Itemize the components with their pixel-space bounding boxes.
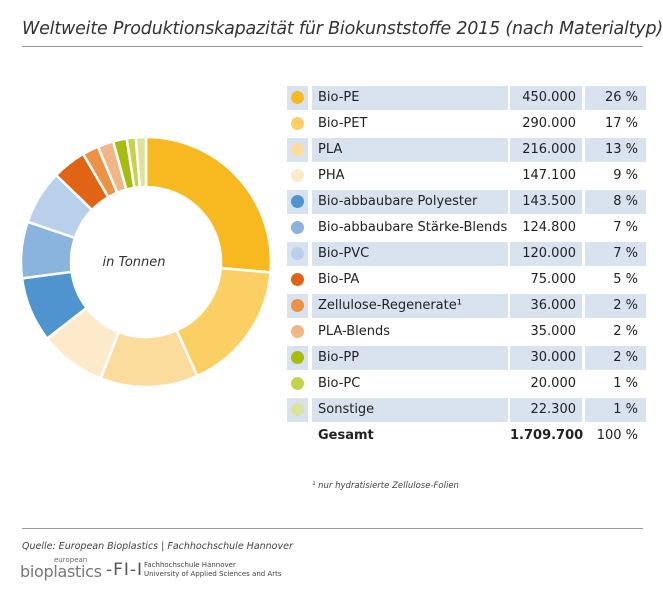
- total-row: Gesamt 1.709.700 100 %: [287, 424, 646, 450]
- legend-value: 22.300: [510, 398, 582, 422]
- legend-value: 75.000: [530, 272, 577, 287]
- legend-swatch-cell: [287, 86, 308, 110]
- legend-swatch-cell: [287, 346, 308, 370]
- legend-percent: 26 %: [585, 86, 646, 110]
- source-note: Quelle: European Bioplastics | Fachhochs…: [22, 541, 293, 552]
- logo-fh-line2: University of Applied Sciences and Arts: [144, 570, 282, 578]
- legend-value: 147.100: [522, 168, 576, 183]
- total-label: Gesamt: [318, 428, 374, 443]
- legend-swatch-cell: [287, 112, 308, 136]
- legend-value: 216.000: [510, 138, 582, 162]
- legend-value: 450.000: [510, 86, 582, 110]
- total-percent: 100 %: [596, 428, 638, 443]
- legend-percent: 1 %: [585, 398, 646, 422]
- legend-swatch: [291, 351, 304, 364]
- european-bioplastics-logo: european bioplastics: [20, 556, 102, 581]
- center-label: in Tonnen: [103, 255, 166, 270]
- legend-label: Sonstige: [312, 398, 508, 422]
- legend-label: PLA-Blends: [318, 324, 391, 339]
- total-value: 1.709.700: [510, 428, 584, 443]
- legend-row: PHA 147.100 9 %: [287, 164, 646, 190]
- footer-divider: [22, 528, 643, 529]
- legend-row: Zellulose-Regenerate¹ 36.000 2 %: [287, 294, 646, 320]
- legend-row: PLA-Blends 35.000 2 %: [287, 320, 646, 346]
- legend-swatch: [291, 299, 304, 312]
- legend-percent: 2 %: [585, 346, 646, 370]
- legend-swatch: [291, 169, 304, 182]
- logo-eb-big: bioplastics: [20, 562, 102, 581]
- logo-fh-mark: -FI-I: [106, 560, 144, 580]
- legend-value: 124.800: [522, 220, 576, 235]
- donut-slice: [144, 135, 273, 274]
- legend-swatch: [291, 403, 304, 416]
- legend-swatch-cell: [287, 138, 308, 162]
- legend-percent: 1 %: [613, 376, 638, 391]
- legend-label: Bio-PA: [318, 272, 360, 287]
- legend-label: Bio-PP: [312, 346, 508, 370]
- donut-slices: [19, 135, 273, 389]
- legend-swatch-cell: [287, 320, 308, 344]
- legend-percent: 2 %: [585, 294, 646, 318]
- legend-percent: 7 %: [585, 242, 646, 266]
- legend-value: 120.000: [510, 242, 582, 266]
- legend-swatch-cell: [287, 242, 308, 266]
- legend-swatch: [291, 221, 304, 234]
- title-divider: [22, 46, 643, 47]
- legend-value: 20.000: [530, 376, 577, 391]
- donut-chart: in Tonnen: [19, 135, 273, 389]
- legend-swatch: [291, 195, 304, 208]
- legend-row: Bio-PET 290.000 17 %: [287, 112, 646, 138]
- legend-percent: 7 %: [613, 220, 638, 235]
- legend-value: 30.000: [510, 346, 582, 370]
- chart-title: Weltweite Produktionskapazität für Bioku…: [22, 19, 663, 39]
- legend-label: Bio-PC: [318, 376, 361, 391]
- footnote: ¹ nur hydratisierte Zellulose-Folien: [312, 481, 459, 491]
- legend-row: Bio-abbaubare Stärke-Blends 124.800 7 %: [287, 216, 646, 242]
- legend-table: Bio-PE 450.000 26 % Bio-PET 290.000 17 % PLA 21…: [287, 86, 646, 450]
- legend-row: Bio-PA 75.000 5 %: [287, 268, 646, 294]
- legend-row: Bio-PVC 120.000 7 %: [287, 242, 646, 268]
- legend-label: Bio-PVC: [312, 242, 508, 266]
- legend-row: Sonstige 22.300 1 %: [287, 398, 646, 424]
- legend-row: Bio-PC 20.000 1 %: [287, 372, 646, 398]
- legend-value: 290.000: [522, 116, 576, 131]
- legend-percent: 2 %: [613, 324, 638, 339]
- legend-value: 143.500: [510, 190, 582, 214]
- legend-row: PLA 216.000 13 %: [287, 138, 646, 164]
- logo-eb-small: european: [54, 556, 88, 564]
- legend-swatch: [291, 247, 304, 260]
- legend-swatch-cell: [287, 398, 308, 422]
- legend-label: PHA: [318, 168, 345, 183]
- legend-swatch-cell: [287, 216, 308, 240]
- legend-label: Zellulose-Regenerate¹: [312, 294, 508, 318]
- legend-swatch: [291, 273, 304, 286]
- donut-slice: [134, 135, 148, 189]
- legend-label: Bio-PE: [312, 86, 508, 110]
- legend-percent: 13 %: [585, 138, 646, 162]
- legend-swatch-cell: [287, 268, 308, 292]
- legend-label: Bio-PET: [318, 116, 368, 131]
- legend-label: Bio-abbaubare Stärke-Blends: [318, 220, 508, 235]
- legend-percent: 17 %: [604, 116, 638, 131]
- legend-swatch-cell: [287, 164, 308, 188]
- legend-swatch: [291, 143, 304, 156]
- legend-percent: 5 %: [613, 272, 638, 287]
- legend-swatch-cell: [287, 294, 308, 318]
- logo-fh-line1: Fachhochschule Hannover: [144, 561, 236, 569]
- legend-swatch: [291, 325, 304, 338]
- legend-percent: 8 %: [585, 190, 646, 214]
- legend-label: Bio-abbaubare Polyester: [312, 190, 508, 214]
- legend-swatch-cell: [287, 190, 308, 214]
- legend-value: 36.000: [510, 294, 582, 318]
- legend-swatch: [291, 91, 304, 104]
- legend-swatch: [291, 117, 304, 130]
- legend-swatch: [291, 377, 304, 390]
- legend-value: 35.000: [530, 324, 577, 339]
- legend-percent: 9 %: [613, 168, 638, 183]
- legend-label: PLA: [312, 138, 508, 162]
- legend-row: Bio-PE 450.000 26 %: [287, 86, 646, 112]
- legend-row: Bio-PP 30.000 2 %: [287, 346, 646, 372]
- legend-swatch-cell: [287, 372, 308, 396]
- legend-row: Bio-abbaubare Polyester 143.500 8 %: [287, 190, 646, 216]
